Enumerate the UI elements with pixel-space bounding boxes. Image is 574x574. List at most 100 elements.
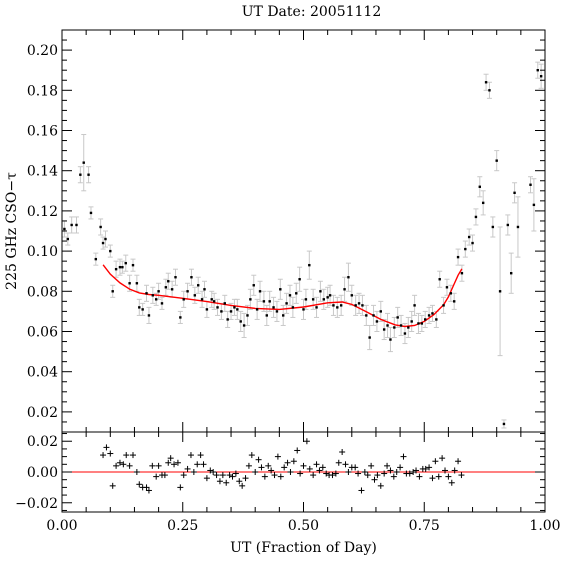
residual-point bbox=[216, 478, 223, 485]
data-point bbox=[212, 300, 216, 303]
residual-point bbox=[261, 473, 268, 480]
data-point bbox=[239, 320, 242, 323]
y-tick-label: 0.16 bbox=[27, 124, 58, 140]
data-point bbox=[350, 294, 353, 297]
data-point bbox=[197, 284, 200, 287]
data-point bbox=[431, 312, 434, 315]
residual-point bbox=[236, 478, 243, 485]
residual-point bbox=[126, 462, 133, 469]
data-point bbox=[291, 306, 295, 309]
residual-point bbox=[245, 462, 252, 469]
data-point bbox=[186, 290, 189, 293]
residual-point bbox=[133, 469, 140, 475]
residual-point bbox=[223, 479, 230, 486]
resid-y-tick-label: 0.00 bbox=[27, 465, 58, 481]
residual-point bbox=[177, 484, 184, 491]
main-y-tick-labels: 0.02 0.04 0.06 0.08 0.10 0.12 0.14 0.16 0.18 0.20 bbox=[27, 43, 58, 421]
data-point bbox=[456, 255, 460, 259]
y-tick-label: 0.08 bbox=[27, 284, 58, 300]
residual-point bbox=[116, 459, 123, 466]
data-point bbox=[403, 332, 407, 335]
data-point bbox=[417, 322, 420, 325]
residual-point bbox=[332, 470, 339, 477]
residual-point bbox=[219, 472, 226, 479]
data-point bbox=[233, 306, 236, 309]
data-point bbox=[279, 288, 282, 291]
residual-y-tick-labels: −0.02 0.00 0.02 bbox=[15, 434, 58, 512]
residual-axis-ticks bbox=[61, 432, 546, 512]
data-point bbox=[467, 235, 471, 239]
residual-point bbox=[143, 484, 150, 491]
residual-point bbox=[432, 458, 439, 465]
residual-point bbox=[413, 467, 420, 474]
data-point bbox=[516, 225, 520, 229]
residual-data-points bbox=[100, 438, 465, 494]
residual-point bbox=[368, 462, 375, 469]
data-point bbox=[66, 237, 69, 241]
data-point bbox=[216, 306, 219, 309]
residual-point bbox=[319, 464, 326, 471]
data-point bbox=[262, 300, 266, 303]
data-point bbox=[124, 261, 127, 265]
residual-point bbox=[109, 482, 116, 489]
residual-point bbox=[294, 447, 301, 454]
residual-point bbox=[339, 449, 346, 455]
y-tick-label: 0.12 bbox=[27, 204, 58, 220]
residual-point bbox=[313, 461, 320, 468]
main-axis-ticks bbox=[61, 30, 546, 432]
main-plot-panel: 0.02 0.04 0.06 0.08 0.10 0.12 0.14 0.16 0.18 0.20… bbox=[4, 29, 546, 433]
data-point bbox=[167, 280, 170, 283]
main-plot-frame bbox=[61, 29, 546, 433]
residual-point bbox=[200, 461, 207, 468]
data-point bbox=[200, 298, 204, 301]
y-tick-label: 0.04 bbox=[27, 365, 58, 381]
data-point bbox=[382, 328, 386, 331]
residual-point bbox=[397, 464, 404, 471]
data-point bbox=[182, 298, 185, 301]
residual-point bbox=[355, 470, 362, 477]
data-point bbox=[135, 282, 139, 285]
residual-point bbox=[422, 465, 429, 472]
data-point bbox=[89, 211, 93, 215]
data-point bbox=[63, 227, 66, 231]
data-point bbox=[308, 263, 311, 267]
fit-curve bbox=[102, 264, 463, 328]
residual-point bbox=[210, 469, 217, 475]
data-point bbox=[121, 265, 124, 269]
residual-point bbox=[120, 461, 127, 468]
data-point bbox=[399, 324, 403, 327]
residual-point bbox=[229, 473, 236, 480]
data-point bbox=[151, 294, 155, 297]
residual-point bbox=[161, 472, 168, 479]
data-point bbox=[154, 298, 158, 301]
data-point bbox=[372, 314, 375, 317]
data-point bbox=[242, 324, 246, 327]
residual-point bbox=[384, 462, 391, 469]
residual-point bbox=[255, 456, 262, 463]
y-tick-label: 0.14 bbox=[27, 164, 58, 180]
data-point bbox=[502, 422, 506, 426]
data-point bbox=[389, 338, 392, 341]
residual-point bbox=[271, 472, 278, 479]
residual-point bbox=[123, 452, 130, 459]
data-point bbox=[424, 318, 427, 321]
data-point bbox=[275, 310, 279, 313]
residual-point bbox=[194, 461, 201, 468]
residual-point bbox=[303, 438, 310, 445]
data-point bbox=[474, 215, 478, 219]
residual-point bbox=[310, 472, 317, 479]
residual-point bbox=[406, 470, 413, 477]
data-point bbox=[396, 316, 399, 319]
residual-point bbox=[323, 470, 330, 477]
residual-point bbox=[207, 467, 214, 474]
resid-y-tick-label: −0.02 bbox=[15, 496, 58, 512]
residual-point bbox=[393, 469, 400, 475]
residual-point bbox=[284, 459, 291, 466]
residual-point bbox=[226, 472, 233, 479]
data-point bbox=[138, 306, 141, 309]
data-point bbox=[484, 81, 488, 84]
data-point bbox=[315, 306, 318, 309]
residual-point bbox=[180, 472, 187, 479]
y-tick-label: 0.18 bbox=[27, 83, 58, 99]
